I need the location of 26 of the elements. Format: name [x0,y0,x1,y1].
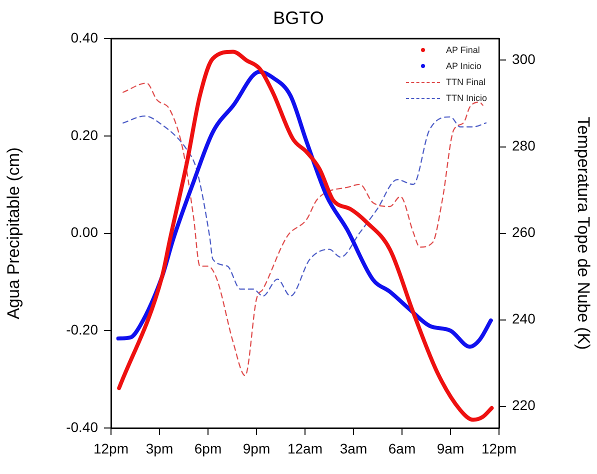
x-tick-label: 12pm [481,440,517,456]
x-tick-label: 9am [436,440,464,456]
x-tick-label: 3am [340,440,368,456]
legend-label: TTN Final [446,76,486,89]
y-tick-label: 0.20 [70,126,98,143]
y-tick-label: 0.40 [70,29,98,46]
x-tick-label: 12am [287,440,323,456]
legend-label: TTN Inicio [446,92,487,105]
x-tick-label: 9pm [242,440,270,456]
y-tick-label: -0.40 [66,418,98,435]
x-tick-label: 6am [388,440,416,456]
y-tick-label: -0.20 [66,322,98,338]
y2-tick-label: 280 [512,138,536,154]
x-tick-label: 6pm [194,440,222,456]
legend-label: AP Inicio [446,60,482,73]
y2-tick-label: 240 [512,310,536,327]
y2-axis-title: Temperatura Tope de Nube (K) [574,116,594,350]
legend-label: AP Final [446,44,480,57]
y2-tick-label: 220 [512,397,536,414]
y-axis-title: Agua Precipitable (cm) [4,147,23,320]
x-tick-label: 12pm [93,440,129,456]
x-tick-label: 3pm [146,440,174,456]
y2-tick-label: 300 [512,51,536,68]
y-tick-label: 0.00 [70,224,98,240]
chart-title: BGTO [273,8,324,28]
y2-tick-label: 260 [512,224,536,240]
